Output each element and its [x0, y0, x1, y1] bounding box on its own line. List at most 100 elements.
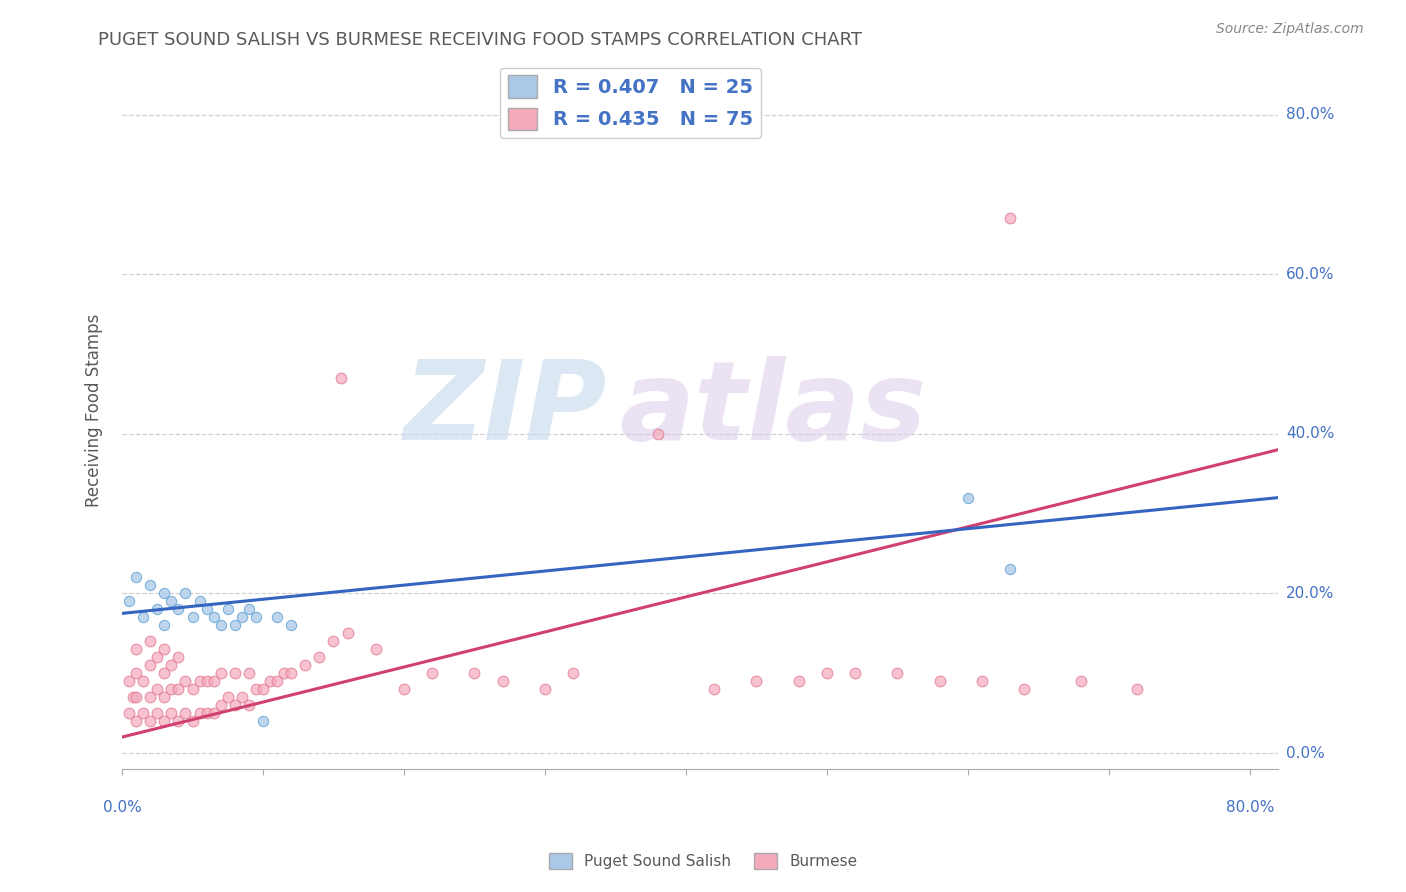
Point	[217, 602, 239, 616]
Legend: Puget Sound Salish, Burmese: Puget Sound Salish, Burmese	[543, 847, 863, 875]
Point	[139, 634, 162, 648]
Point	[238, 698, 260, 713]
Point	[329, 371, 352, 385]
Point	[195, 602, 218, 616]
Point	[160, 594, 183, 608]
Point	[146, 706, 169, 720]
Point	[245, 682, 267, 697]
Point	[181, 714, 204, 728]
Point	[209, 618, 232, 632]
Text: PUGET SOUND SALISH VS BURMESE RECEIVING FOOD STAMPS CORRELATION CHART: PUGET SOUND SALISH VS BURMESE RECEIVING …	[98, 31, 862, 49]
Text: 80.0%: 80.0%	[1226, 799, 1274, 814]
Point	[294, 658, 316, 673]
Point	[160, 682, 183, 697]
Point	[273, 666, 295, 681]
Point	[174, 706, 197, 720]
Point	[125, 666, 148, 681]
Point	[188, 674, 211, 689]
Point	[118, 674, 141, 689]
Point	[125, 642, 148, 657]
Point	[146, 682, 169, 697]
Point	[146, 602, 169, 616]
Point	[153, 642, 176, 657]
Point	[195, 674, 218, 689]
Text: 40.0%: 40.0%	[1286, 426, 1334, 442]
Point	[956, 491, 979, 505]
Point	[266, 610, 288, 624]
Point	[217, 690, 239, 705]
Text: 20.0%: 20.0%	[1286, 586, 1334, 601]
Point	[188, 706, 211, 720]
Point	[132, 706, 155, 720]
Point	[153, 714, 176, 728]
Point	[174, 586, 197, 600]
Point	[238, 602, 260, 616]
Point	[562, 666, 585, 681]
Point	[181, 682, 204, 697]
Y-axis label: Receiving Food Stamps: Receiving Food Stamps	[86, 313, 103, 507]
Point	[308, 650, 330, 665]
Point	[259, 674, 281, 689]
Text: 80.0%: 80.0%	[1286, 107, 1334, 122]
Point	[252, 714, 274, 728]
Point	[125, 714, 148, 728]
Point	[224, 698, 246, 713]
Point	[153, 586, 176, 600]
Point	[787, 674, 810, 689]
Text: atlas: atlas	[619, 356, 927, 463]
Point	[998, 562, 1021, 576]
Point	[238, 666, 260, 681]
Point	[703, 682, 725, 697]
Point	[132, 674, 155, 689]
Point	[231, 690, 253, 705]
Point	[252, 682, 274, 697]
Point	[364, 642, 387, 657]
Point	[224, 666, 246, 681]
Text: 0.0%: 0.0%	[103, 799, 142, 814]
Point	[202, 706, 225, 720]
Text: Source: ZipAtlas.com: Source: ZipAtlas.com	[1216, 22, 1364, 37]
Text: 0.0%: 0.0%	[1286, 746, 1324, 761]
Point	[970, 674, 993, 689]
Point	[181, 610, 204, 624]
Text: ZIP: ZIP	[404, 356, 607, 463]
Point	[647, 426, 669, 441]
Point	[118, 706, 141, 720]
Point	[815, 666, 838, 681]
Point	[139, 714, 162, 728]
Point	[139, 578, 162, 592]
Point	[745, 674, 768, 689]
Point	[125, 570, 148, 584]
Point	[167, 602, 190, 616]
Point	[1070, 674, 1092, 689]
Point	[132, 610, 155, 624]
Point	[1012, 682, 1035, 697]
Point	[153, 690, 176, 705]
Point	[122, 690, 145, 705]
Point	[139, 658, 162, 673]
Point	[280, 666, 302, 681]
Point	[1126, 682, 1149, 697]
Legend: R = 0.407   N = 25, R = 0.435   N = 75: R = 0.407 N = 25, R = 0.435 N = 75	[501, 68, 761, 137]
Point	[146, 650, 169, 665]
Point	[844, 666, 866, 681]
Point	[167, 714, 190, 728]
Point	[153, 618, 176, 632]
Point	[245, 610, 267, 624]
Point	[160, 706, 183, 720]
Point	[160, 658, 183, 673]
Point	[209, 666, 232, 681]
Text: 60.0%: 60.0%	[1286, 267, 1334, 282]
Point	[336, 626, 359, 640]
Point	[188, 594, 211, 608]
Point	[392, 682, 415, 697]
Point	[153, 666, 176, 681]
Point	[167, 650, 190, 665]
Point	[280, 618, 302, 632]
Point	[420, 666, 443, 681]
Point	[224, 618, 246, 632]
Point	[195, 706, 218, 720]
Point	[266, 674, 288, 689]
Point	[928, 674, 950, 689]
Point	[463, 666, 485, 681]
